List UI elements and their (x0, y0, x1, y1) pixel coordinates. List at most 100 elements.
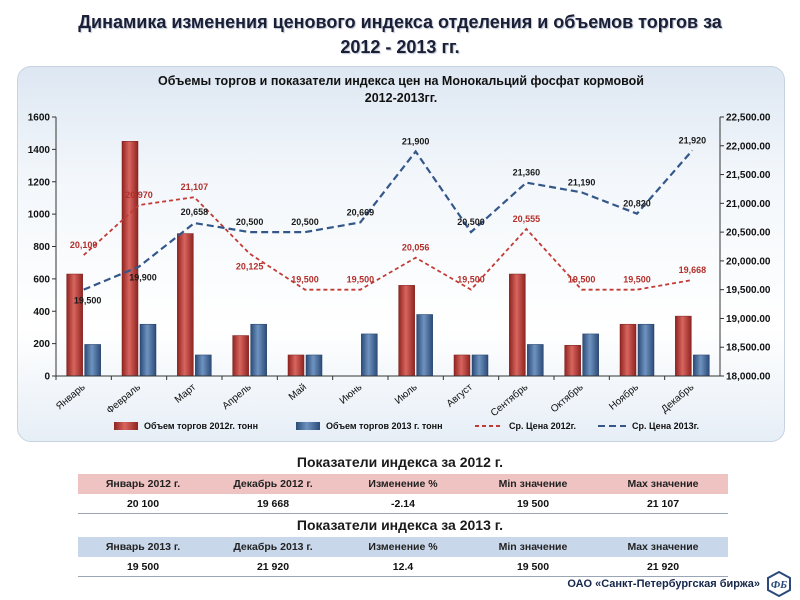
bar-2012 (564, 344, 581, 377)
data-label-2012: 20,970 (125, 190, 153, 200)
right-tick-label: 19,500.00 (726, 285, 771, 296)
data-label-2012: 19,500 (623, 275, 651, 285)
header-cell: Min значение (468, 537, 598, 557)
data-label-2012: 19,500 (291, 275, 319, 285)
bar-2013 (305, 354, 323, 377)
left-tick-label: 400 (33, 307, 50, 318)
right-tick-label: 21,000.00 (726, 199, 771, 210)
right-tick-label: 22,500.00 (726, 113, 771, 124)
header-cell: Max значение (598, 474, 728, 494)
legend-swatch (296, 422, 320, 430)
header-cell: Декабрь 2013 г. (208, 537, 338, 557)
data-label-2012: 20,555 (513, 214, 541, 224)
left-tick-label: 0 (44, 372, 50, 383)
bar-2012 (619, 323, 637, 377)
data-label-2013: 20,500 (291, 217, 319, 227)
header-cell: Январь 2012 г. (78, 474, 208, 494)
data-label-2013: 20,500 (236, 217, 264, 227)
right-tick-label: 19,000.00 (726, 314, 771, 325)
category-label: Июль (393, 382, 420, 407)
bar-2012 (232, 335, 249, 377)
left-tick-label: 600 (33, 274, 50, 285)
data-label-2012: 21,107 (181, 182, 209, 192)
legend-label: Ср. Цена 2013г. (632, 421, 699, 431)
bar-2013 (527, 344, 544, 377)
bar-2012 (675, 315, 692, 377)
data-label-2013: 21,920 (679, 135, 707, 145)
data-label-2013: 19,900 (129, 273, 157, 283)
left-tick-label: 800 (33, 242, 50, 253)
data-label-2013: 20,820 (623, 199, 651, 209)
bar-2013 (361, 333, 378, 377)
right-tick-label: 20,000.00 (726, 256, 771, 267)
header-cell: Изменение % (338, 537, 468, 557)
line-price-2012 (83, 196, 693, 291)
category-label: Декабрь (659, 381, 697, 415)
header-cell: Max значение (598, 537, 728, 557)
bar-2013 (250, 323, 267, 377)
table-row: 20 100 19 668 -2.14 19 500 21 107 (78, 494, 728, 514)
data-label-2013: 20,669 (347, 207, 375, 217)
value-cell: 21 920 (208, 557, 338, 577)
value-cell: 19 500 (78, 557, 208, 577)
bar-2013 (582, 333, 599, 377)
header-cell: Январь 2013 г. (78, 537, 208, 557)
legend-label: Объем торгов 2013 г. тонн (326, 421, 443, 431)
right-tick-label: 18,000.00 (726, 372, 771, 383)
header-cell: Min значение (468, 474, 598, 494)
value-cell: 20 100 (78, 494, 208, 514)
data-label-2013: 20,500 (457, 217, 485, 227)
bar-2012 (398, 285, 415, 377)
category-label: Январь (54, 382, 87, 412)
bar-2012 (509, 273, 526, 377)
bar-2012 (453, 354, 471, 377)
table-header-row: Январь 2013 г. Декабрь 2013 г. Изменение… (78, 537, 728, 557)
indices-2013-title: Показатели индекса за 2013 г. (296, 517, 504, 533)
footer-exchange-name: ОАО «Санкт-Петербургская биржа» (567, 578, 760, 590)
table-header-row: Январь 2012 г. Декабрь 2012 г. Изменение… (78, 474, 728, 494)
line-price-2013 (83, 149, 694, 291)
data-label-2013: 20,658 (181, 207, 209, 217)
value-cell: 19 500 (468, 494, 598, 514)
left-tick-label: 1000 (28, 210, 51, 221)
spbex-logo-icon: ФБ (767, 571, 791, 597)
category-label: Ноябрь (607, 381, 641, 412)
data-label-2012: 19,668 (679, 265, 707, 275)
legend-label: Ср. Цена 2012г. (509, 421, 576, 431)
data-label-2012: 19,500 (568, 275, 596, 285)
left-tick-label: 1200 (28, 177, 51, 188)
bar-2013 (195, 354, 212, 377)
left-tick-label: 200 (33, 339, 50, 350)
value-cell: 19 500 (468, 557, 598, 577)
indices-2012-title: Показатели индекса за 2012 г. (296, 454, 504, 470)
chart-title-line2: 2012-2013гг. (365, 91, 437, 105)
bar-2012 (121, 141, 139, 377)
bar-2012 (287, 354, 305, 377)
page-title: Динамика изменения ценового индекса отде… (0, 10, 800, 60)
bar-2013 (139, 323, 157, 377)
legend-swatch (114, 422, 138, 430)
bar-2013 (416, 314, 433, 377)
bar-2012 (66, 273, 83, 377)
category-label: Август (445, 382, 475, 410)
chart-title-line1: Объемы торгов и показатели индекса цен н… (158, 74, 644, 88)
combo-chart: Объемы торгов и показатели индекса цен н… (28, 74, 771, 431)
change-cell: -2.14 (338, 494, 468, 514)
category-label: Март (173, 382, 199, 406)
data-label-2013: 21,190 (568, 177, 596, 187)
data-label-2012: 20,056 (402, 243, 430, 253)
page-title-line2: 2012 - 2013 гг. (340, 37, 460, 57)
bar-2013 (637, 323, 655, 377)
value-cell: 21 107 (598, 494, 728, 514)
bar-2013 (471, 354, 489, 377)
data-label-2013: 21,360 (513, 168, 541, 178)
bar-2012 (177, 233, 194, 377)
data-label-2013: 19,500 (74, 296, 102, 306)
header-cell: Изменение % (338, 474, 468, 494)
category-label: Май (287, 382, 309, 403)
category-label: Сентябрь (488, 381, 530, 419)
table-row: 19 500 21 920 12.4 19 500 21 920 (78, 557, 728, 577)
value-cell: 21 920 (598, 557, 728, 577)
header-cell: Декабрь 2012 г. (208, 474, 338, 494)
right-tick-label: 20,500.00 (726, 228, 771, 239)
